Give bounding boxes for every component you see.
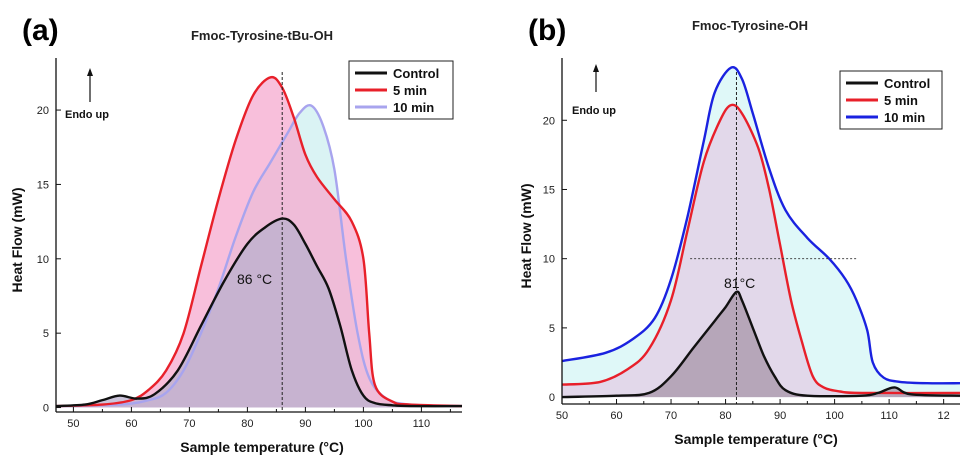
x-tick-label-b: 60 xyxy=(610,410,622,422)
peak-annotation-b: 81°C xyxy=(724,275,755,291)
y-tick-label-a: 5 xyxy=(43,328,49,340)
series-line-control-b xyxy=(561,290,960,399)
x-tick-label-a: 60 xyxy=(125,418,137,430)
x-tick-label-b: 110 xyxy=(880,410,898,422)
reference-lines-b xyxy=(690,72,857,404)
endo-label-a: Endo up xyxy=(65,109,109,121)
y-tick-label-a: 0 xyxy=(43,403,49,415)
panel-letter-a: (a) xyxy=(22,14,59,47)
legend-a: Control 5 min 10 min xyxy=(348,60,454,120)
series-line-10-min-b xyxy=(561,66,960,385)
endo-label-b: Endo up xyxy=(572,105,616,117)
panel-a: (a) Fmoc-Tyrosine-tBu-OH 50 60 70 80 90 100 11… xyxy=(9,14,463,455)
x-axis-label-b: Sample temperature (°C) xyxy=(674,431,838,447)
axes-b xyxy=(561,58,960,405)
series-line-10-min-a xyxy=(55,103,463,408)
panel-letter-b: (b) xyxy=(528,14,566,47)
peak-annotation-a: 86 °C xyxy=(237,271,272,287)
y-tick-label-b: 5 xyxy=(549,323,555,335)
y-tick-label-b: 20 xyxy=(543,115,555,127)
x-tick-label-a: 110 xyxy=(413,418,431,430)
endo-up-indicator-a: Endo up xyxy=(65,68,109,121)
ticks-a: 50 60 70 80 90 100 110 0 5 10 15 20 xyxy=(37,105,451,430)
series-fill-control-b xyxy=(562,291,960,398)
y-tick-label-a: 20 xyxy=(37,105,49,117)
y-axis-label-a: Heat Flow (mW) xyxy=(9,188,25,293)
legend-label-5-min-a: 5 min xyxy=(393,83,427,98)
panel-b: (b) Fmoc-Tyrosine-OH 50 60 70 80 90 100 110 120… xyxy=(518,14,960,447)
y-tick-label-b: 10 xyxy=(543,254,555,266)
endo-arrow-icon-b xyxy=(593,64,599,72)
legend-label-10-min-a: 10 min xyxy=(393,100,434,115)
series-fills-b xyxy=(562,67,960,398)
x-tick-label-b: 12 xyxy=(938,410,950,422)
x-tick-label-b: 80 xyxy=(719,410,731,422)
endo-up-indicator-b: Endo up xyxy=(572,64,616,117)
legend-label-10-min-b: 10 min xyxy=(884,110,925,125)
x-tick-label-a: 50 xyxy=(67,418,79,430)
legend-label-control-a: Control xyxy=(393,66,439,81)
x-tick-label-b: 70 xyxy=(665,410,677,422)
chart-title-a: Fmoc-Tyrosine-tBu-OH xyxy=(191,28,333,43)
y-tick-label-b: 15 xyxy=(543,184,555,196)
y-tick-label-b: 0 xyxy=(549,392,555,404)
legend-label-control-b: Control xyxy=(884,76,930,91)
legend-label-5-min-b: 5 min xyxy=(884,93,918,108)
series-fill-5-min-b xyxy=(562,104,960,398)
x-tick-label-a: 70 xyxy=(183,418,195,430)
y-axis-label-b: Heat Flow (mW) xyxy=(518,184,534,289)
y-tick-label-a: 15 xyxy=(37,179,49,191)
endo-arrow-icon-a xyxy=(87,68,93,76)
legend-b: Control 5 min 10 min xyxy=(839,70,943,130)
axes-a xyxy=(55,58,462,413)
series-fill-control-a xyxy=(56,218,462,408)
x-axis-label-a: Sample temperature (°C) xyxy=(180,439,344,455)
series-line-5-min-b xyxy=(561,103,960,395)
series-fills-a xyxy=(56,77,462,408)
y-tick-label-a: 10 xyxy=(37,254,49,266)
chart-title-b: Fmoc-Tyrosine-OH xyxy=(692,18,808,33)
series-lines-b xyxy=(561,66,960,399)
x-tick-label-a: 80 xyxy=(241,418,253,430)
x-tick-label-a: 100 xyxy=(354,418,372,430)
x-tick-label-b: 50 xyxy=(556,410,568,422)
x-tick-label-b: 90 xyxy=(774,410,786,422)
x-tick-label-b: 100 xyxy=(825,410,843,422)
x-tick-label-a: 90 xyxy=(299,418,311,430)
